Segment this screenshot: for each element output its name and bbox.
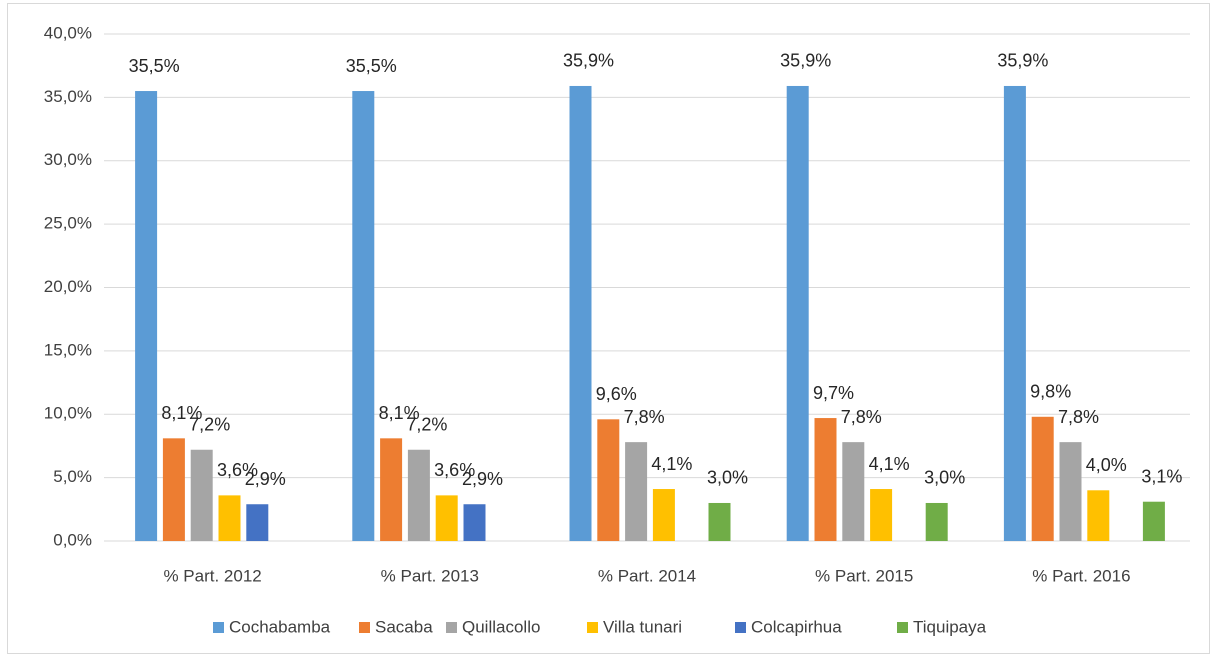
legend-swatch <box>213 622 224 633</box>
bar <box>1059 442 1082 541</box>
x-tick-label: % Part. 2012 <box>163 566 261 585</box>
bar <box>407 449 430 541</box>
bar <box>218 495 241 541</box>
value-label: 7,8% <box>624 407 665 427</box>
value-label: 35,5% <box>129 56 180 76</box>
x-tick-label: % Part. 2014 <box>598 566 696 585</box>
bar <box>1031 416 1054 541</box>
y-tick-label: 25,0% <box>44 214 92 233</box>
value-label: 7,8% <box>841 407 882 427</box>
value-label: 35,9% <box>997 51 1048 71</box>
value-label: 4,0% <box>1086 455 1127 475</box>
legend-swatch <box>587 622 598 633</box>
value-label: 8,1% <box>379 403 420 423</box>
bar <box>380 438 403 541</box>
value-label: 35,9% <box>780 51 831 71</box>
bar <box>352 91 375 541</box>
y-tick-label: 10,0% <box>44 404 92 423</box>
legend-swatch <box>735 622 746 633</box>
legend-label: Colcapirhua <box>751 617 842 636</box>
value-label: 9,8% <box>1030 382 1071 402</box>
y-tick-label: 35,0% <box>44 87 92 106</box>
x-tick-label: % Part. 2013 <box>381 566 479 585</box>
value-label: 3,0% <box>707 468 748 488</box>
value-label: 2,9% <box>245 469 286 489</box>
value-label: 7,8% <box>1058 407 1099 427</box>
y-tick-label: 15,0% <box>44 340 92 359</box>
bar <box>786 85 809 541</box>
value-label: 4,1% <box>869 454 910 474</box>
legend-label: Villa tunari <box>603 617 682 636</box>
legend-swatch <box>446 622 457 633</box>
y-tick-label: 40,0% <box>44 23 92 42</box>
bar <box>625 442 648 541</box>
legend-label: Tiquipaya <box>913 617 987 636</box>
value-label: 4,1% <box>651 454 692 474</box>
y-tick-label: 30,0% <box>44 150 92 169</box>
bar <box>246 504 269 541</box>
bar <box>708 502 731 541</box>
x-tick-label: % Part. 2015 <box>815 566 913 585</box>
bar <box>190 449 213 541</box>
bar <box>569 85 592 541</box>
value-label: 8,1% <box>161 403 202 423</box>
bar <box>1087 490 1110 541</box>
x-tick-label: % Part. 2016 <box>1032 566 1130 585</box>
value-label: 3,0% <box>924 468 965 488</box>
value-label: 2,9% <box>462 469 503 489</box>
bar <box>814 418 837 541</box>
bar <box>463 504 486 541</box>
y-tick-label: 5,0% <box>53 467 92 486</box>
value-label: 7,2% <box>406 414 447 434</box>
y-tick-label: 0,0% <box>53 530 92 549</box>
bar <box>1142 501 1165 541</box>
legend-swatch <box>897 622 908 633</box>
bar <box>597 419 620 541</box>
value-label: 7,2% <box>189 414 230 434</box>
bar <box>652 489 675 541</box>
bar <box>870 489 893 541</box>
bar <box>842 442 865 541</box>
bar <box>135 91 158 541</box>
bar <box>162 438 185 541</box>
legend-label: Quillacollo <box>462 617 540 636</box>
value-label: 35,9% <box>563 51 614 71</box>
value-label: 35,5% <box>346 56 397 76</box>
legend-label: Sacaba <box>375 617 433 636</box>
value-label: 3,6% <box>434 460 475 480</box>
legend-label: Cochabamba <box>229 617 331 636</box>
value-label: 9,7% <box>813 383 854 403</box>
value-label: 3,1% <box>1141 466 1182 486</box>
legend-swatch <box>359 622 370 633</box>
value-label: 3,6% <box>217 460 258 480</box>
bar <box>925 502 948 541</box>
bar <box>1003 85 1026 541</box>
bar <box>435 495 458 541</box>
chart-border <box>7 3 1210 654</box>
value-label: 9,6% <box>596 384 637 404</box>
y-tick-label: 20,0% <box>44 277 92 296</box>
